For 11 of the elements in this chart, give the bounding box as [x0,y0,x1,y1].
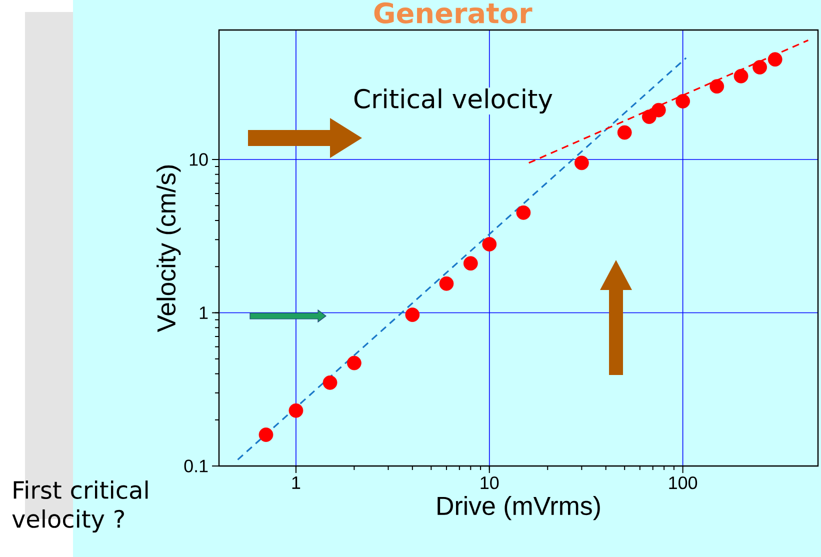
text: First critical velocity ? [12,480,148,533]
y-axis-title: Velocity (cm/s) [156,165,181,332]
x-tick-label: 1 [292,476,300,489]
y-tick-label: 10 [190,153,208,166]
annotation: Critical velocity [354,88,552,114]
y-tick-label: 0.1 [184,460,208,472]
x-axis-title: Drive (mVrms) [438,496,600,520]
x-tick-label: 10 [480,476,499,490]
x-tick-label: 100 [669,476,698,490]
y-tick-label: 1 [200,306,208,319]
chart-title: Generator [374,2,532,24]
